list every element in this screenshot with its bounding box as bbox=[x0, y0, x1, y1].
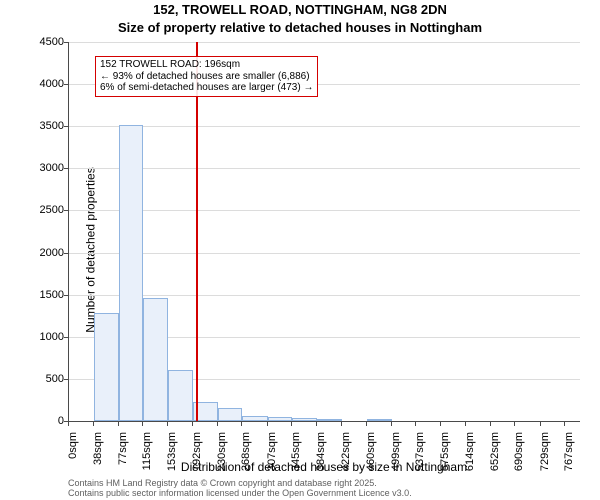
annotation-line: 152 TROWELL ROAD: 196sqm bbox=[100, 59, 313, 71]
x-tick-mark bbox=[291, 422, 292, 426]
x-tick-mark bbox=[316, 422, 317, 426]
x-tick-mark bbox=[142, 422, 143, 426]
y-tick-label: 500 bbox=[46, 373, 64, 385]
gridline bbox=[69, 126, 580, 127]
y-tick-label: 2500 bbox=[40, 204, 64, 216]
x-tick-label: 0sqm bbox=[67, 432, 79, 482]
x-tick-mark bbox=[415, 422, 416, 426]
histogram-bar bbox=[367, 419, 392, 421]
x-tick-label: 499sqm bbox=[390, 432, 402, 482]
x-tick-label: 115sqm bbox=[141, 432, 153, 482]
y-tick-mark bbox=[64, 210, 68, 211]
property-annotation: 152 TROWELL ROAD: 196sqm← 93% of detache… bbox=[95, 56, 318, 97]
y-tick-mark bbox=[64, 84, 68, 85]
histogram-bar bbox=[242, 416, 267, 421]
gridline bbox=[69, 210, 580, 211]
x-tick-label: 77sqm bbox=[117, 432, 129, 482]
x-tick-mark bbox=[341, 422, 342, 426]
x-tick-mark bbox=[366, 422, 367, 426]
x-tick-label: 729sqm bbox=[539, 432, 551, 482]
plot-area: 152 TROWELL ROAD: 196sqm← 93% of detache… bbox=[68, 42, 580, 422]
histogram-bar bbox=[292, 418, 317, 421]
y-tick-mark bbox=[64, 379, 68, 380]
x-tick-label: 307sqm bbox=[266, 432, 278, 482]
x-tick-mark bbox=[217, 422, 218, 426]
y-tick-label: 1500 bbox=[40, 289, 64, 301]
x-tick-mark bbox=[490, 422, 491, 426]
x-tick-mark bbox=[564, 422, 565, 426]
histogram-bar bbox=[218, 408, 243, 421]
x-tick-label: 460sqm bbox=[365, 432, 377, 482]
gridline bbox=[69, 42, 580, 43]
annotation-line: 6% of semi-detached houses are larger (4… bbox=[100, 82, 313, 94]
x-tick-label: 345sqm bbox=[290, 432, 302, 482]
histogram-bar bbox=[143, 298, 168, 421]
x-tick-label: 268sqm bbox=[240, 432, 252, 482]
histogram-bar bbox=[168, 370, 193, 421]
y-tick-mark bbox=[64, 295, 68, 296]
histogram-bar bbox=[317, 419, 342, 421]
x-tick-label: 422sqm bbox=[340, 432, 352, 482]
x-tick-label: 575sqm bbox=[439, 432, 451, 482]
gridline bbox=[69, 253, 580, 254]
y-tick-label: 3000 bbox=[40, 162, 64, 174]
x-tick-label: 614sqm bbox=[464, 432, 476, 482]
y-tick-mark bbox=[64, 168, 68, 169]
histogram-bar bbox=[94, 313, 119, 421]
x-tick-mark bbox=[465, 422, 466, 426]
gridline bbox=[69, 168, 580, 169]
x-tick-mark bbox=[540, 422, 541, 426]
y-tick-label: 4000 bbox=[40, 78, 64, 90]
x-tick-label: 153sqm bbox=[166, 432, 178, 482]
x-tick-label: 537sqm bbox=[414, 432, 426, 482]
x-tick-label: 38sqm bbox=[92, 432, 104, 482]
x-tick-mark bbox=[192, 422, 193, 426]
y-tick-label: 4500 bbox=[40, 36, 64, 48]
x-tick-label: 767sqm bbox=[563, 432, 575, 482]
x-tick-mark bbox=[514, 422, 515, 426]
chart-title-line2: Size of property relative to detached ho… bbox=[0, 20, 600, 35]
y-tick-mark bbox=[64, 42, 68, 43]
gridline bbox=[69, 295, 580, 296]
x-tick-label: 690sqm bbox=[513, 432, 525, 482]
y-tick-mark bbox=[64, 337, 68, 338]
histogram-bar bbox=[268, 417, 293, 421]
x-tick-label: 384sqm bbox=[315, 432, 327, 482]
x-tick-mark bbox=[391, 422, 392, 426]
property-marker-line bbox=[196, 42, 198, 421]
x-tick-label: 192sqm bbox=[191, 432, 203, 482]
histogram-bar bbox=[119, 125, 144, 421]
y-tick-mark bbox=[64, 253, 68, 254]
x-tick-label: 230sqm bbox=[216, 432, 228, 482]
annotation-line: ← 93% of detached houses are smaller (6,… bbox=[100, 71, 313, 83]
x-tick-mark bbox=[93, 422, 94, 426]
x-tick-mark bbox=[267, 422, 268, 426]
x-tick-label: 652sqm bbox=[489, 432, 501, 482]
y-tick-label: 1000 bbox=[40, 331, 64, 343]
x-tick-mark bbox=[241, 422, 242, 426]
footer-line: Contains public sector information licen… bbox=[68, 488, 412, 498]
y-tick-label: 3500 bbox=[40, 120, 64, 132]
y-tick-mark bbox=[64, 126, 68, 127]
y-tick-label: 2000 bbox=[40, 247, 64, 259]
chart-title-line1: 152, TROWELL ROAD, NOTTINGHAM, NG8 2DN bbox=[0, 2, 600, 17]
x-tick-mark bbox=[167, 422, 168, 426]
x-tick-mark bbox=[118, 422, 119, 426]
x-tick-mark bbox=[68, 422, 69, 426]
x-tick-mark bbox=[440, 422, 441, 426]
